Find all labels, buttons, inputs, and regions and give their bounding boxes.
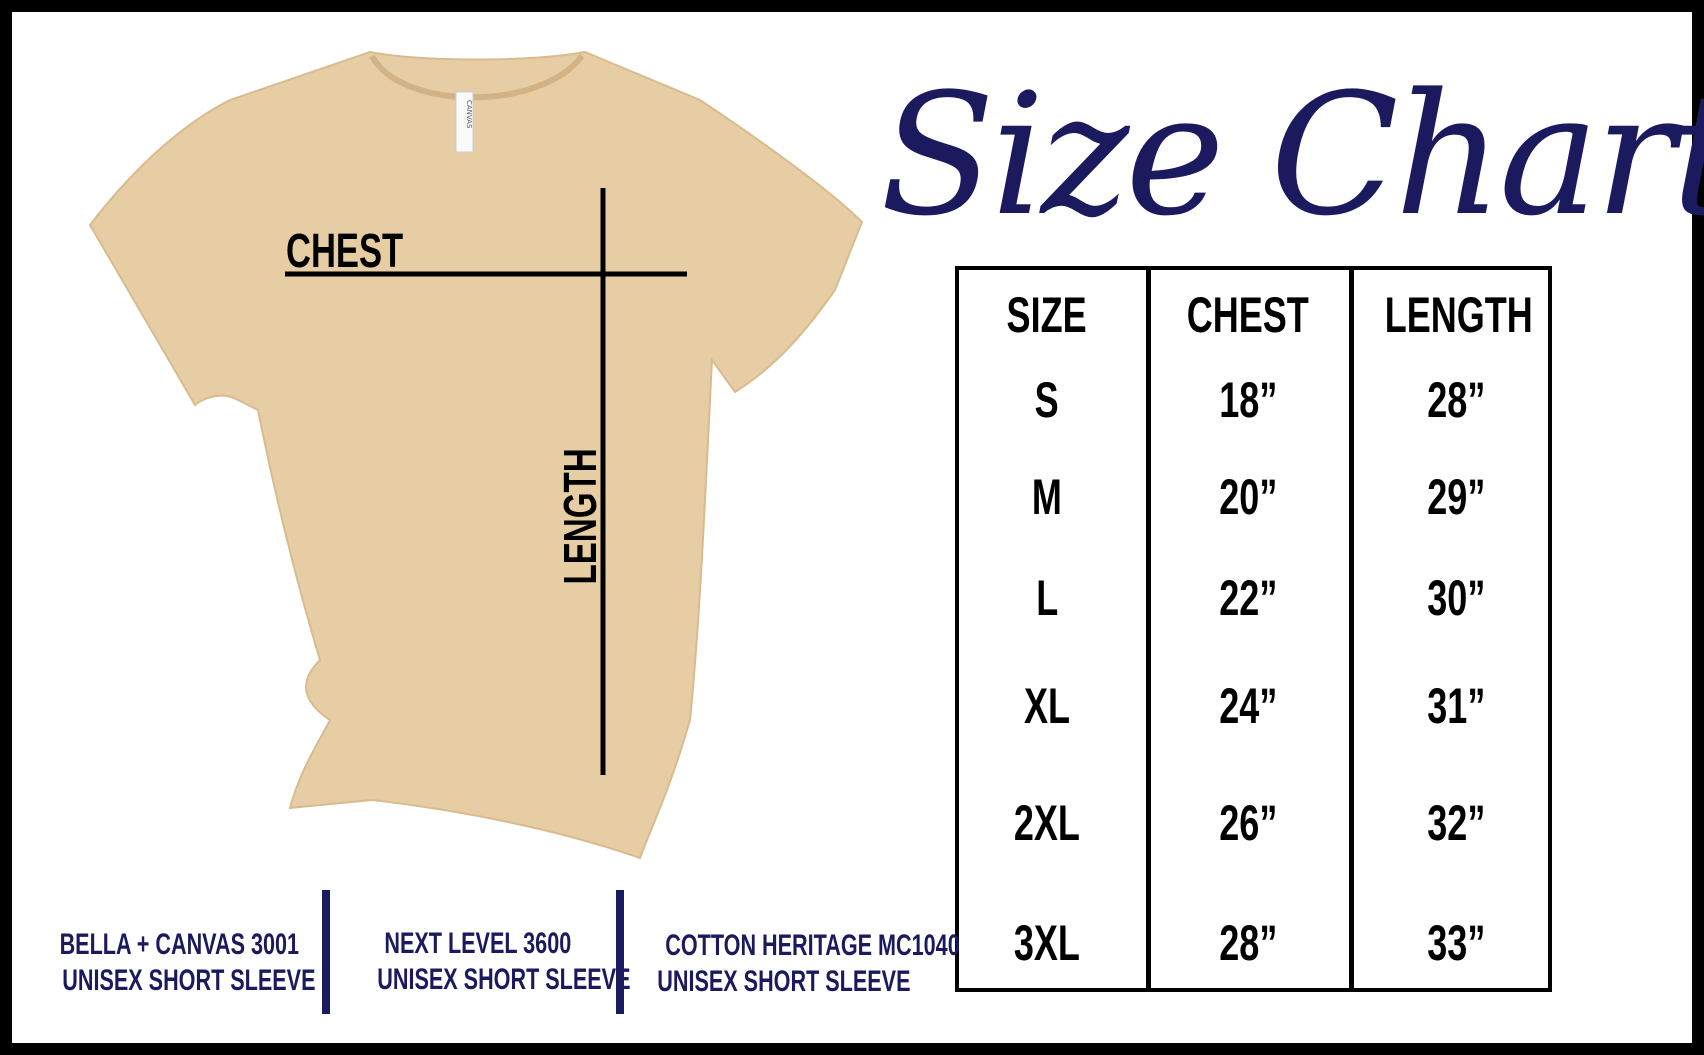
header-chest-text: CHEST xyxy=(1186,287,1310,343)
brand-style: UNISEX SHORT SLEEVE xyxy=(62,964,316,997)
size-table xyxy=(955,266,1552,992)
cell-chest: 18” xyxy=(1148,375,1348,425)
cell-chest-text: 28” xyxy=(1218,915,1278,971)
cell-length-text: 33” xyxy=(1426,915,1486,971)
cell-chest-text: 24” xyxy=(1218,678,1278,734)
header-length-text: LENGTH xyxy=(1384,287,1533,343)
cell-length: 31” xyxy=(1356,681,1556,731)
cell-length-text: 29” xyxy=(1426,469,1486,525)
cell-chest: 22” xyxy=(1148,573,1348,623)
header-chest: CHEST xyxy=(1148,290,1348,340)
brand-cotton-heritage: COTTON HERITAGE MC1040 UNISEX SHORT SLEE… xyxy=(608,928,959,1000)
cell-length: 33” xyxy=(1356,918,1556,968)
brand-name: BELLA + CANVAS 3001 xyxy=(59,928,300,961)
cell-length-text: 31” xyxy=(1426,678,1486,734)
cell-size-text: XL xyxy=(1023,678,1071,734)
brand-divider xyxy=(322,890,330,1014)
cell-size: 2XL xyxy=(947,798,1147,848)
chest-label: CHEST xyxy=(286,225,404,278)
cell-size-text: M xyxy=(1032,469,1062,525)
cell-chest-text: 22” xyxy=(1218,570,1278,626)
cell-length: 30” xyxy=(1356,573,1556,623)
cell-length: 28” xyxy=(1356,375,1556,425)
brand-name: COTTON HERITAGE MC1040 xyxy=(665,929,960,962)
brand-style: UNISEX SHORT SLEEVE xyxy=(377,963,631,996)
brand-next-level: NEXT LEVEL 3600 UNISEX SHORT SLEEVE xyxy=(328,926,631,998)
cell-chest: 28” xyxy=(1148,918,1348,968)
chest-label-wrap: CHEST xyxy=(286,228,416,276)
cell-size-text: 3XL xyxy=(1013,915,1081,971)
header-size-text: SIZE xyxy=(1006,287,1088,343)
brand-divider xyxy=(616,890,624,1014)
cell-size: XL xyxy=(947,681,1147,731)
cell-size: M xyxy=(947,472,1147,522)
header-length: LENGTH xyxy=(1356,290,1556,340)
cell-chest-text: 26” xyxy=(1218,795,1278,851)
shirt-tag xyxy=(455,91,474,153)
tshirt-body xyxy=(88,50,864,860)
length-label: LENGTH xyxy=(554,448,606,585)
cell-size: S xyxy=(947,375,1147,425)
brand-style: UNISEX SHORT SLEEVE xyxy=(657,965,911,998)
cell-length: 29” xyxy=(1356,472,1556,522)
brand-bella-canvas: BELLA + CANVAS 3001 UNISEX SHORT SLEEVE xyxy=(13,927,316,999)
brand-name: NEXT LEVEL 3600 xyxy=(384,927,572,960)
header-size: SIZE xyxy=(947,290,1147,340)
cell-size-text: 2XL xyxy=(1013,795,1081,851)
tshirt-image: CANVAS xyxy=(88,50,864,860)
cell-size-text: L xyxy=(1035,570,1058,626)
cell-chest-text: 18” xyxy=(1218,372,1278,428)
cell-length-text: 30” xyxy=(1426,570,1486,626)
cell-size: 3XL xyxy=(947,918,1147,968)
cell-length: 32” xyxy=(1356,798,1556,848)
cell-length-text: 32” xyxy=(1426,795,1486,851)
column-divider xyxy=(1146,270,1151,988)
cell-chest: 20” xyxy=(1148,472,1348,522)
cell-size-text: S xyxy=(1034,372,1060,428)
cell-chest-text: 20” xyxy=(1218,469,1278,525)
column-divider xyxy=(1349,270,1354,988)
cell-length-text: 28” xyxy=(1426,372,1486,428)
shirt-tag-text: CANVAS xyxy=(465,100,473,129)
cell-size: L xyxy=(947,573,1147,623)
page-title: Size Chart xyxy=(880,57,1704,253)
cell-chest: 26” xyxy=(1148,798,1348,848)
length-label-wrap: LENGTH xyxy=(554,448,606,611)
cell-chest: 24” xyxy=(1148,681,1348,731)
